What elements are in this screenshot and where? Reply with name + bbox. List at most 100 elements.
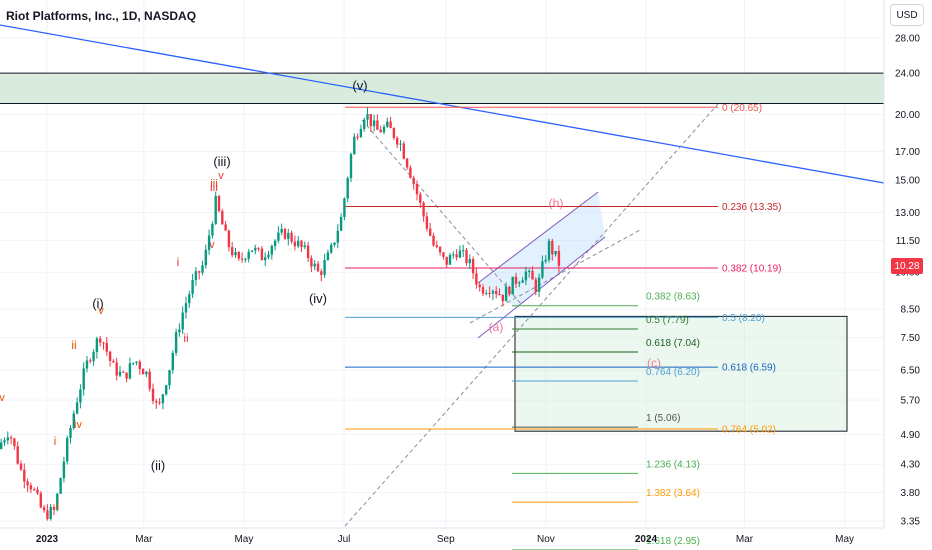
candle-body (445, 256, 448, 265)
candle (290, 230, 293, 244)
candle-body (155, 401, 158, 403)
candle-body (29, 485, 33, 490)
candle (349, 152, 353, 183)
descending-trendline (0, 24, 885, 184)
candle (415, 180, 419, 201)
candle (353, 133, 356, 155)
candle-body (135, 361, 138, 363)
candle-body (498, 294, 501, 296)
candle-body (221, 211, 224, 225)
fib-extension-label: 0.764 (6.20) (646, 367, 700, 378)
candle (267, 250, 270, 260)
candle (158, 398, 161, 406)
candle (458, 245, 462, 259)
candle (287, 228, 290, 246)
candle-body (303, 245, 306, 248)
candle-body (105, 342, 108, 352)
candle (438, 246, 442, 256)
candle (52, 504, 56, 516)
candle (92, 349, 95, 366)
candle (448, 252, 452, 265)
candle (99, 336, 102, 347)
candle-body (42, 507, 46, 511)
wave-label: (a) (489, 320, 504, 334)
candle (363, 117, 366, 132)
currency-button[interactable]: USD (890, 4, 924, 26)
candle (465, 248, 468, 266)
candle (16, 441, 19, 465)
candle (508, 285, 511, 297)
price-tick-label: 8.50 (901, 305, 921, 316)
candle (333, 242, 336, 248)
candle (36, 486, 39, 495)
fib-extension-label: 1.236 (4.13) (646, 459, 700, 470)
candle-body (59, 478, 62, 494)
wave-label: i (57, 499, 60, 513)
candle (504, 282, 508, 302)
fib-extension-label: 0.618 (7.04) (646, 338, 700, 349)
candle-body (405, 158, 409, 168)
candle-body (198, 271, 201, 273)
fib-extension-label: 1.618 (2.95) (646, 536, 700, 547)
candle-body (432, 235, 435, 246)
fib-extension-label: 0.5 (7.79) (646, 315, 689, 326)
candle (3, 437, 6, 446)
candle (224, 220, 227, 231)
candle (531, 266, 534, 280)
candle-body (551, 240, 554, 255)
resistance-zone (0, 73, 884, 104)
candle-body (531, 270, 534, 280)
candle-body (112, 360, 115, 363)
candle (488, 286, 491, 298)
candle-body (283, 228, 287, 239)
candle-body (425, 216, 429, 229)
candle-body (475, 273, 478, 285)
price-tick-label: 20.00 (895, 110, 920, 121)
candle-body (412, 177, 415, 185)
candle-body (448, 254, 452, 265)
candle-body (19, 463, 23, 470)
candle (386, 117, 389, 128)
candle-body (518, 282, 521, 284)
candle-body (33, 489, 36, 491)
candle (514, 272, 518, 289)
candle (313, 260, 316, 271)
candle (161, 393, 165, 410)
candle-body (79, 389, 82, 403)
candle-body (534, 279, 537, 292)
wave-label: iii (210, 180, 218, 194)
candle-body (290, 232, 293, 242)
candle-body (438, 246, 442, 253)
wave-label: v (0, 392, 5, 404)
candle (138, 359, 141, 375)
price-tick-label: 24.00 (895, 69, 920, 80)
candle (122, 370, 125, 373)
candle (181, 306, 184, 335)
candle (537, 273, 541, 298)
candle (128, 357, 132, 380)
candle-body (310, 257, 313, 267)
fib-extension-label: 0.382 (8.63) (646, 292, 700, 303)
candle-body (62, 461, 66, 479)
wave-label: i (54, 434, 57, 448)
candle (392, 127, 396, 141)
candle-body (442, 252, 445, 257)
candle (145, 371, 148, 378)
candle-body (247, 251, 250, 259)
candle-body (455, 254, 458, 258)
candle (132, 362, 135, 366)
candle-body (323, 260, 326, 275)
fib-level-label: 0.618 (6.59) (722, 363, 776, 374)
candle (557, 245, 561, 273)
time-tick-label: Jul (338, 534, 351, 545)
candle (359, 124, 363, 138)
candle (23, 463, 26, 489)
candle (148, 368, 151, 392)
candle-body (227, 230, 231, 248)
candle-body (346, 178, 349, 199)
candle (6, 431, 9, 445)
candle-body (429, 228, 432, 236)
candle-body (148, 371, 151, 389)
fib-level-label: 0.236 (13.35) (722, 202, 782, 213)
